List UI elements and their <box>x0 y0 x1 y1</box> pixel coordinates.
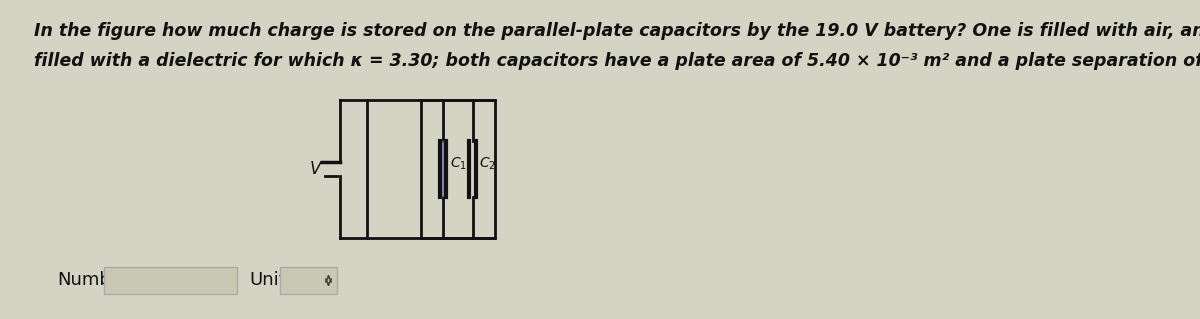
Text: $C_2$: $C_2$ <box>479 156 496 172</box>
Bar <box>440 141 446 197</box>
Text: Units: Units <box>250 271 295 289</box>
FancyBboxPatch shape <box>280 267 337 294</box>
Text: In the figure how much charge is stored on the parallel-plate capacitors by the : In the figure how much charge is stored … <box>34 22 1200 40</box>
Text: Number: Number <box>58 271 131 289</box>
Text: filled with a dielectric for which κ = 3.30; both capacitors have a plate area o: filled with a dielectric for which κ = 3… <box>34 52 1200 70</box>
Text: V: V <box>310 160 320 178</box>
FancyBboxPatch shape <box>104 267 236 294</box>
Text: $C_1$: $C_1$ <box>450 156 467 172</box>
